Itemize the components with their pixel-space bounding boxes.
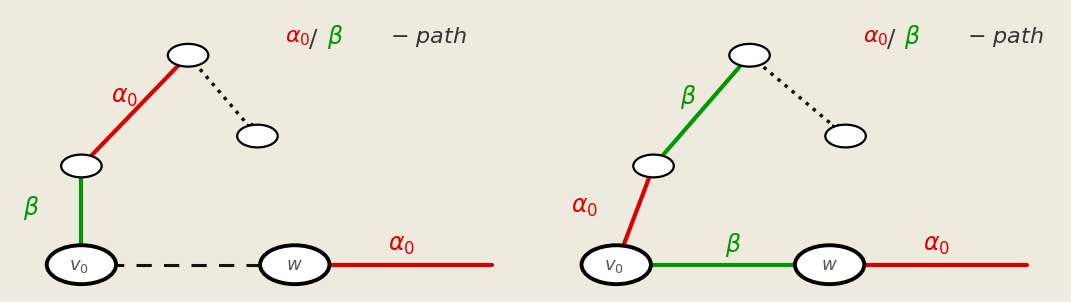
Text: $\alpha_0$: $\alpha_0$	[110, 86, 137, 109]
Text: $\beta$: $\beta$	[327, 23, 343, 51]
Text: $\beta$: $\beta$	[680, 83, 696, 111]
Text: /: /	[310, 29, 318, 52]
Text: $\beta$: $\beta$	[22, 194, 39, 222]
Text: $\mathit{v}_0$: $\mathit{v}_0$	[69, 257, 89, 275]
Circle shape	[729, 44, 770, 67]
Circle shape	[237, 125, 277, 147]
Circle shape	[795, 245, 864, 284]
Text: $\alpha_0$: $\alpha_0$	[571, 196, 598, 219]
Circle shape	[61, 155, 102, 177]
Text: $\mathit{v}_0$: $\mathit{v}_0$	[604, 257, 623, 275]
Text: $\alpha_0$: $\alpha_0$	[285, 26, 311, 48]
Text: /: /	[887, 29, 895, 52]
Text: $-\ \mathit{path}$: $-\ \mathit{path}$	[967, 25, 1044, 49]
Circle shape	[168, 44, 209, 67]
Circle shape	[47, 245, 116, 284]
Text: $\mathit{w}$: $\mathit{w}$	[821, 256, 838, 274]
Text: $\beta$: $\beta$	[725, 231, 742, 259]
Circle shape	[260, 245, 330, 284]
Text: $\alpha_0$: $\alpha_0$	[388, 234, 414, 257]
Text: $\alpha_0$: $\alpha_0$	[923, 234, 950, 257]
Text: $\beta$: $\beta$	[904, 23, 920, 51]
Circle shape	[582, 245, 651, 284]
Circle shape	[826, 125, 865, 147]
Circle shape	[633, 155, 674, 177]
Text: $\alpha_0$: $\alpha_0$	[863, 26, 888, 48]
Text: $-\ \mathit{path}$: $-\ \mathit{path}$	[390, 25, 467, 49]
Text: $\mathit{w}$: $\mathit{w}$	[286, 256, 303, 274]
